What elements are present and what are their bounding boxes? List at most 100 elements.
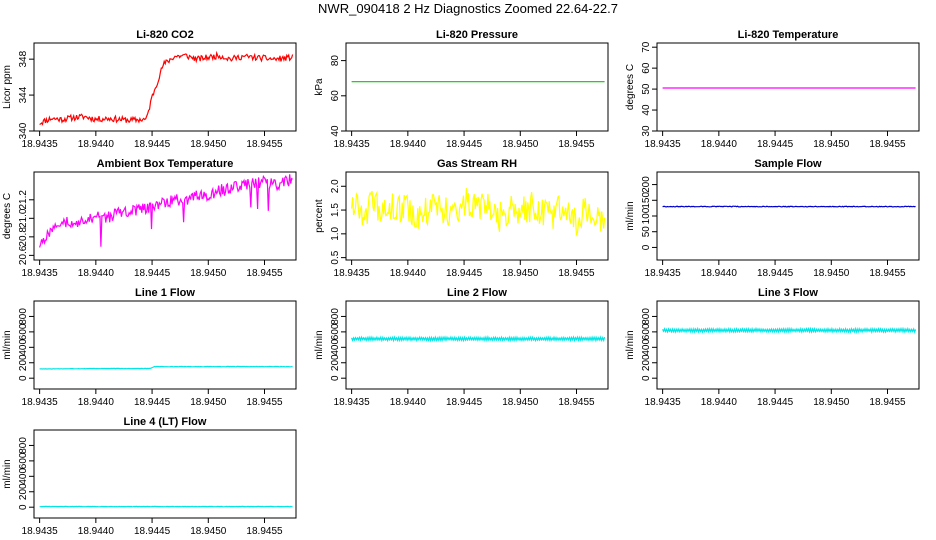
plot-frame — [656, 42, 920, 132]
y-tick-label: 600 — [641, 323, 652, 340]
x-tick-label: 18.9435 — [645, 268, 682, 279]
chart-panel: Line 2 Flow 18.9435 18.9440 18.9445 18.9450 1… — [314, 287, 609, 408]
x-tick-label: 18.9445 — [757, 268, 794, 279]
chart-panel: Li-820 Pressure 18.9435 18.9440 18.9445 18.9… — [314, 29, 609, 150]
panel-title: Li-820 Pressure — [436, 29, 518, 41]
y-tick-label: 60 — [641, 62, 652, 74]
y-tick-label: 0 — [330, 375, 341, 381]
x-tick-label: 18.9435 — [645, 139, 682, 150]
x-tick-label: 18.9450 — [502, 139, 539, 150]
y-tick-label: 50 — [641, 226, 652, 238]
y-tick-label: 800 — [330, 308, 341, 325]
x-tick-label: 18.9455 — [558, 268, 595, 279]
y-tick-label: 60 — [330, 90, 341, 102]
panel-title: Line 3 Flow — [758, 287, 818, 299]
x-tick-label: 18.9455 — [246, 526, 283, 537]
y-tick-label: 1.0 — [330, 226, 341, 240]
chart-panel: Sample Flow 18.9435 18.9440 18.9445 18.9450 1… — [625, 158, 920, 279]
x-tick-label: 18.9440 — [78, 526, 115, 537]
x-tick-label: 18.9445 — [134, 268, 171, 279]
x-tick-label: 18.9455 — [869, 268, 906, 279]
y-tick-label: 80 — [330, 55, 341, 67]
x-tick-label: 18.9445 — [757, 139, 794, 150]
x-tick-label: 18.9445 — [134, 397, 171, 408]
x-tick-label: 18.9435 — [22, 268, 59, 279]
y-tick-label: 0 — [641, 244, 652, 250]
panel-title: Li-820 Temperature — [738, 29, 839, 41]
y-tick-label: 200 — [641, 176, 652, 193]
y-axis-label: ml/min — [625, 201, 636, 230]
plot-frame — [33, 171, 297, 261]
panel-title: Sample Flow — [754, 158, 822, 170]
y-tick-label: 0 — [18, 504, 29, 510]
chart-panel: Gas Stream RH 18.9435 18.9440 18.9445 18.945… — [314, 158, 609, 279]
x-tick-label: 18.9450 — [813, 268, 850, 279]
chart-panel: Line 1 Flow 18.9435 18.9440 18.9445 18.9450 1… — [2, 287, 297, 408]
y-axis-label: percent — [314, 199, 325, 233]
chart-panel: Li-820 Temperature 18.9435 18.9440 18.9445 1… — [625, 29, 920, 150]
x-tick-label: 18.9455 — [869, 397, 906, 408]
x-tick-label: 18.9440 — [701, 397, 738, 408]
x-tick-label: 18.9445 — [134, 526, 171, 537]
y-tick-label: 348 — [18, 50, 29, 67]
plot-frame — [656, 300, 920, 390]
y-tick-label: 200 — [18, 483, 29, 500]
plot-frame — [345, 300, 609, 390]
y-tick-label: 0.5 — [330, 250, 341, 264]
y-tick-label: 20.6 — [18, 245, 29, 265]
y-tick-label: 21.0 — [18, 208, 29, 228]
plot-frame — [33, 300, 297, 390]
y-tick-label: 200 — [330, 354, 341, 371]
x-tick-label: 18.9440 — [78, 139, 115, 150]
y-tick-label: 400 — [330, 339, 341, 356]
x-tick-label: 18.9450 — [813, 397, 850, 408]
x-tick-label: 18.9455 — [869, 139, 906, 150]
x-tick-label: 18.9445 — [446, 139, 483, 150]
series-line — [662, 205, 916, 208]
y-tick-label: 20.8 — [18, 227, 29, 247]
chart-panel: Li-820 CO2 18.9435 18.9440 18.9445 18.9450 18… — [2, 29, 297, 150]
y-tick-label: 0 — [18, 375, 29, 381]
y-tick-label: 70 — [641, 41, 652, 53]
y-axis-label: Licor ppm — [2, 65, 13, 109]
y-tick-label: 600 — [18, 323, 29, 340]
y-tick-label: 340 — [18, 122, 29, 139]
y-tick-label: 1.5 — [330, 203, 341, 217]
x-tick-label: 18.9435 — [334, 268, 371, 279]
y-tick-label: 30 — [641, 125, 652, 137]
y-axis-label: ml/min — [2, 459, 13, 488]
y-axis-label: ml/min — [2, 330, 13, 359]
y-tick-label: 400 — [641, 339, 652, 356]
x-tick-label: 18.9440 — [701, 268, 738, 279]
y-tick-label: 800 — [641, 308, 652, 325]
panel-title: Line 4 (LT) Flow — [124, 416, 207, 428]
y-tick-label: 344 — [18, 86, 29, 103]
y-axis-label: ml/min — [625, 330, 636, 359]
panel-title: Ambient Box Temperature — [97, 158, 234, 170]
y-axis-label: degrees C — [625, 64, 636, 110]
x-tick-label: 18.9445 — [134, 139, 171, 150]
x-tick-label: 18.9450 — [190, 526, 227, 537]
x-tick-label: 18.9435 — [334, 397, 371, 408]
chart-panel: Line 3 Flow 18.9435 18.9440 18.9445 18.9450 1… — [625, 287, 920, 408]
chart-panel: Ambient Box Temperature 18.9435 18.9440 18.… — [2, 158, 297, 279]
x-tick-label: 18.9445 — [446, 268, 483, 279]
plot-frame — [33, 429, 297, 519]
x-tick-label: 18.9450 — [190, 268, 227, 279]
x-tick-label: 18.9455 — [558, 139, 595, 150]
y-tick-label: 600 — [18, 452, 29, 469]
y-tick-label: 40 — [330, 125, 341, 137]
plot-frame — [656, 171, 920, 261]
x-tick-label: 18.9440 — [701, 139, 738, 150]
series-line — [351, 188, 606, 237]
x-tick-label: 18.9455 — [246, 397, 283, 408]
series-line — [662, 326, 917, 335]
x-tick-label: 18.9445 — [446, 397, 483, 408]
plot-frame — [345, 171, 609, 261]
x-tick-label: 18.9440 — [390, 397, 427, 408]
plot-frame — [345, 42, 609, 132]
x-tick-label: 18.9455 — [246, 139, 283, 150]
y-tick-label: 400 — [18, 468, 29, 485]
y-tick-label: 800 — [18, 308, 29, 325]
